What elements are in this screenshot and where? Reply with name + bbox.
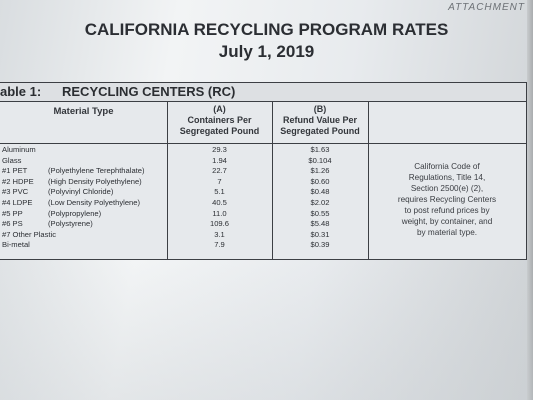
- header-a-letter: (A): [213, 104, 226, 114]
- note-line: California Code of: [414, 162, 480, 171]
- table-number: able 1:: [0, 84, 42, 99]
- photo-shadow: [0, 262, 533, 400]
- page-date: July 1, 2019: [218, 42, 315, 61]
- column-divider: [368, 102, 369, 259]
- refund-cell: $0.48: [310, 187, 330, 197]
- material-cell: #3 PVC (Polyvinyl Chloride): [2, 187, 113, 196]
- table-row: #3 PVC (Polyvinyl Chloride) 5.1 $0.48: [0, 187, 368, 198]
- material-code: Aluminum: [2, 145, 36, 154]
- containers-cell: 11.0: [212, 208, 227, 218]
- material-cell: #7 Other Plastic: [2, 229, 57, 239]
- material-code: Glass: [2, 155, 22, 165]
- attachment-label: ATTACHMENT: [448, 2, 525, 13]
- table-row: #7 Other Plastic 3.1 $0.31: [0, 230, 368, 241]
- material-desc: (Low Density Polyethylene): [48, 197, 141, 207]
- table-row: Bi-metal 7.9 $0.39: [0, 240, 368, 251]
- header-a-line2: Segregated Pound: [179, 126, 260, 136]
- material-cell: Aluminum: [2, 145, 48, 154]
- note-line: Section 2500(e) (2),: [410, 184, 484, 193]
- material-desc: (Polypropylene): [48, 208, 102, 218]
- table-body: Aluminum 29.3 $1.63 Glass 1.94 $0.104 #1…: [0, 145, 368, 251]
- material-cell: #6 PS (Polystyrene): [2, 219, 93, 228]
- material-code: #3 PVC: [2, 187, 29, 197]
- header-material: Material Type: [53, 106, 114, 117]
- containers-cell: 1.94: [212, 155, 227, 165]
- note-line: Regulations, Title 14,: [408, 173, 486, 182]
- containers-cell: 40.5: [212, 197, 227, 207]
- note-line: requires Recycling Centers: [397, 195, 497, 204]
- material-code: #5 PP: [2, 208, 23, 218]
- regulation-note: California Code of Regulations, Title 14…: [372, 161, 522, 238]
- recycling-rates-table: able 1: RECYCLING CENTERS (RC) Material …: [0, 82, 527, 260]
- material-code: Bi-metal: [2, 240, 30, 250]
- refund-cell: $0.55: [310, 208, 330, 218]
- note-line: to post refund prices by: [404, 206, 490, 215]
- containers-cell: 7: [217, 176, 222, 186]
- material-cell: #4 LDPE (Low Density Polyethylene): [2, 198, 140, 207]
- note-line: by material type.: [416, 228, 478, 237]
- containers-cell: 22.7: [212, 166, 227, 176]
- containers-cell: 5.1: [214, 187, 225, 197]
- material-code: #1 PET: [2, 166, 28, 176]
- containers-cell: 3.1: [214, 229, 225, 239]
- table-row: #1 PET (Polyethylene Terephthalate) 22.7 …: [0, 166, 368, 177]
- header-a-line1: Containers Per: [187, 115, 252, 125]
- material-cell: Glass: [2, 156, 48, 165]
- material-cell: Bi-metal: [2, 240, 48, 249]
- column-divider: [272, 102, 273, 259]
- page-title: CALIFORNIA RECYCLING PROGRAM RATES: [84, 20, 449, 39]
- table-row: Glass 1.94 $0.104: [0, 156, 368, 167]
- paper-edge: [527, 0, 533, 400]
- material-desc: (High Density Polyethylene): [48, 176, 142, 186]
- refund-cell: $0.31: [310, 229, 330, 239]
- refund-cell: $0.39: [310, 240, 330, 250]
- material-desc: (Polyethylene Terephthalate): [48, 166, 145, 176]
- header-containers-per-pound: (A) Containers Per Segregated Pound: [167, 104, 272, 137]
- header-b-line1: Refund Value Per: [282, 115, 358, 125]
- material-desc: (Polystyrene): [48, 219, 93, 229]
- header-b-line2: Segregated Pound: [280, 126, 360, 136]
- table-name: RECYCLING CENTERS (RC): [62, 84, 236, 99]
- table-row: #2 HDPE (High Density Polyethylene) 7 $0.…: [0, 177, 368, 188]
- header-note-cell: [368, 102, 527, 144]
- header-material-cell: [0, 102, 167, 144]
- refund-cell: $0.104: [308, 155, 332, 165]
- material-code: #6 PS: [2, 219, 23, 229]
- refund-cell: $1.26: [310, 166, 330, 176]
- table-row: #4 LDPE (Low Density Polyethylene) 40.5 $…: [0, 198, 368, 209]
- table-row: #5 PP (Polypropylene) 11.0 $0.55: [0, 209, 368, 220]
- table-row: #6 PS (Polystyrene) 109.6 $5.48: [0, 219, 368, 230]
- material-cell: #5 PP (Polypropylene): [2, 209, 101, 218]
- header-refund-value: (B) Refund Value Per Segregated Pound: [272, 104, 368, 137]
- material-code: #7 Other Plastic: [2, 229, 57, 239]
- containers-cell: 109.6: [209, 219, 229, 229]
- header-b-letter: (B): [313, 104, 327, 114]
- refund-cell: $1.63: [310, 145, 330, 154]
- table-caption: able 1: RECYCLING CENTERS (RC): [0, 83, 526, 102]
- refund-cell: $0.60: [310, 176, 330, 186]
- containers-cell: 29.3: [212, 145, 227, 154]
- material-desc: (Polyvinyl Chloride): [48, 187, 114, 197]
- containers-cell: 7.9: [214, 240, 225, 250]
- refund-cell: $2.02: [310, 197, 330, 207]
- refund-cell: $5.48: [310, 219, 330, 229]
- material-cell: #1 PET (Polyethylene Terephthalate): [2, 166, 145, 175]
- column-divider: [167, 102, 168, 259]
- note-line: weight, by container, and: [401, 217, 493, 226]
- material-code: #4 LDPE: [2, 197, 33, 207]
- material-cell: #2 HDPE (High Density Polyethylene): [2, 177, 142, 186]
- material-code: #2 HDPE: [2, 176, 34, 186]
- table-row: Aluminum 29.3 $1.63: [0, 145, 368, 156]
